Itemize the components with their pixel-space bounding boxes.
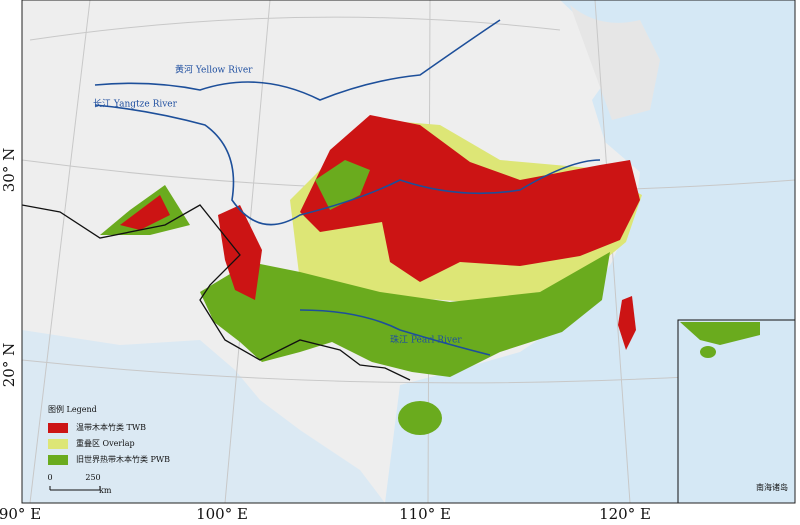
scale-label: 250 [85, 473, 100, 482]
graticule [29, 16, 561, 41]
legend-swatch [48, 455, 68, 465]
twb-west-strip [120, 195, 170, 230]
map-body: 黄河 Yellow River 长江 Yangtze River 珠江 Pear… [22, 0, 795, 503]
legend-swatch [48, 423, 68, 433]
river-label: 珠江 Pearl River [390, 334, 462, 346]
longitude-label: 120° E [599, 505, 651, 523]
legend-swatch [48, 439, 68, 449]
legend-label: 重叠区 Overlap [76, 438, 135, 448]
legend-title: 图例 Legend [48, 404, 97, 414]
longitude-label: 110° E [399, 505, 451, 523]
twb-west [218, 205, 262, 300]
twb-region [300, 115, 640, 282]
pwb-sichuan [315, 160, 370, 210]
river-label: 长江 Yangtze River [93, 98, 178, 110]
legend-label: 温带木本竹类 TWB [76, 422, 146, 432]
legend-label: 旧世界热带木本竹类 PWB [76, 454, 170, 464]
yellow-river [94, 19, 501, 101]
inset-frame [677, 319, 795, 503]
inset-pwb [680, 322, 760, 345]
scale-label: 0 [47, 473, 52, 482]
legend: 温带木本竹类 TWB 重叠区 Overlap 旧世界热带木本竹类 PWB [48, 422, 170, 465]
map-frame [21, 0, 796, 504]
longitude-label: 100° E [196, 505, 248, 523]
graticule [29, 0, 91, 503]
yangtze-river [94, 104, 601, 226]
sea-southwest [22, 330, 385, 503]
river-label: 黄河 Yellow River [175, 64, 253, 76]
pearl-river [299, 309, 491, 356]
longitude-label: 90° E [0, 505, 41, 523]
boundary [22, 204, 411, 381]
korea-land [570, 5, 660, 120]
scale-unit: km [99, 486, 112, 495]
inset-hainan [700, 346, 716, 358]
pwb-hainan [398, 401, 442, 435]
inset-label: 南海诸岛 [756, 482, 788, 492]
latitude-label: 30° N [0, 148, 18, 192]
twb-taiwan [618, 296, 636, 350]
latitude-label: 20° N [0, 343, 18, 387]
pwb-region [200, 252, 610, 377]
